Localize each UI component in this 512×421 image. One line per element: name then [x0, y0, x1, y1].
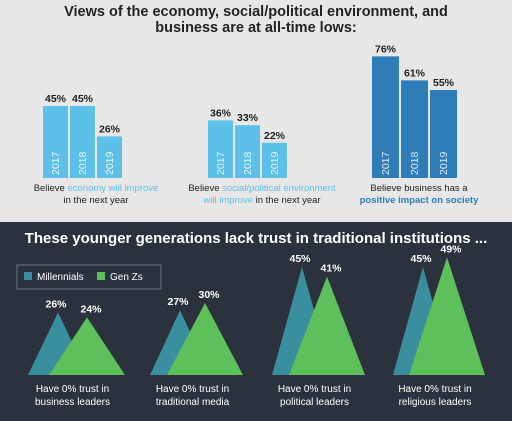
bar-year-label: 2017 [215, 151, 227, 175]
triangle-genz [167, 303, 243, 375]
top-title-line-1: Views of the economy, social/political e… [64, 4, 448, 20]
legend-swatch-millennials [24, 272, 32, 280]
bar-year-label: 2017 [380, 151, 392, 175]
value-label-genz: 49% [440, 243, 462, 255]
value-label-genz: 24% [80, 303, 102, 315]
caption-2-line-1: Believe social/political environment [188, 183, 336, 194]
triangle-genz [49, 317, 125, 375]
caption-1-line-1: Believe economy will improve [34, 183, 159, 194]
bar-3-2018 [401, 80, 428, 178]
bar-year-label: 2018 [77, 151, 89, 175]
bottom-title: These younger generations lack trust in … [24, 230, 488, 247]
bar-year-label: 2018 [409, 151, 421, 175]
legend-label-millennials: Millennials [37, 272, 84, 283]
value-label-millennials: 45% [410, 253, 432, 265]
group-label-line-2: political leaders [280, 397, 349, 408]
value-label-millennials: 27% [167, 296, 189, 308]
group-label-line-2: religious leaders [399, 397, 472, 408]
bar-value-label: 76% [375, 43, 397, 55]
bar-2-2019 [262, 142, 287, 178]
value-label-genz: 30% [198, 289, 220, 301]
bar-value-label: 61% [404, 67, 426, 79]
bar-2-2017 [208, 120, 233, 178]
bar-1-2018 [70, 106, 95, 178]
bar-value-label: 22% [264, 130, 286, 142]
top-title: Views of the economy, social/political e… [0, 4, 512, 36]
bar-3-2019 [430, 90, 457, 178]
group-label-line-1: Have 0% trust in [398, 384, 471, 395]
legend-swatch-genz [97, 272, 105, 280]
triangle-genz [409, 257, 485, 375]
value-label-genz: 41% [320, 263, 342, 275]
group-label-line-2: business leaders [35, 397, 110, 408]
bar-2-2018 [235, 125, 260, 178]
bar-value-label: 26% [99, 123, 121, 135]
bar-value-label: 45% [72, 93, 94, 105]
caption-1-line-2: in the next year [64, 195, 129, 206]
group-label-line-2: traditional media [156, 397, 230, 408]
group-label-line-1: Have 0% trust in [278, 384, 351, 395]
bar-1-2019 [97, 136, 122, 178]
legend-label-genz: Gen Zs [110, 272, 143, 283]
bar-1-2017 [43, 106, 68, 178]
bar-year-label: 2018 [242, 151, 254, 175]
value-label-millennials: 45% [289, 253, 311, 265]
bar-year-label: 2019 [438, 151, 450, 175]
bar-year-label: 2019 [269, 151, 281, 175]
bar-year-label: 2017 [50, 151, 62, 175]
caption-3-line-1: Believe business has a [370, 183, 468, 194]
bar-value-label: 33% [237, 112, 259, 124]
bar-year-label: 2019 [104, 151, 116, 175]
value-label-millennials: 26% [45, 299, 67, 311]
caption-2-line-2: will improve in the next year [202, 195, 320, 206]
caption-3-line-2: positive impact on society [360, 195, 479, 206]
bar-value-label: 36% [210, 107, 232, 119]
bar-value-label: 45% [45, 93, 67, 105]
group-label-line-1: Have 0% trust in [36, 384, 109, 395]
triangle-genz [289, 276, 365, 375]
legend-box [16, 264, 162, 290]
bar-value-label: 55% [433, 77, 455, 89]
bar-3-2017 [372, 56, 399, 178]
group-label-line-1: Have 0% trust in [156, 384, 229, 395]
top-title-line-2: business are at all-time lows: [155, 20, 357, 36]
